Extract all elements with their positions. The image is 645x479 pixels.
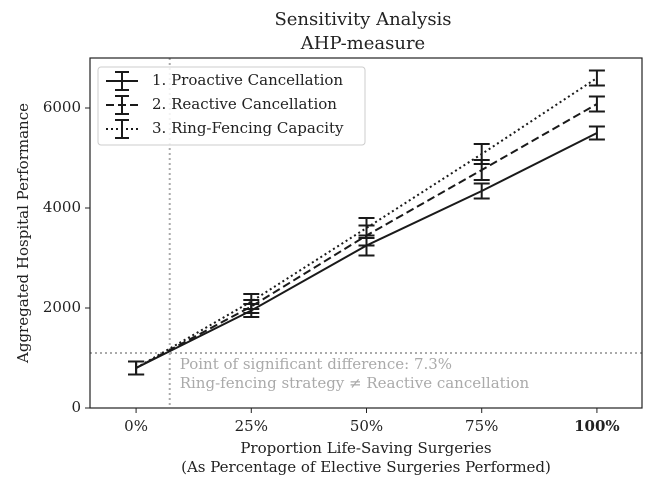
chart-subtitle: AHP-measure <box>300 33 425 54</box>
y-tick-label: 4000 <box>43 198 81 216</box>
error-bar <box>128 360 145 376</box>
annotation: Point of significant difference: 7.3% <box>180 355 452 373</box>
error-bar <box>243 293 260 310</box>
annotation: Ring-fencing strategy ≠ Reactive cancell… <box>180 374 530 392</box>
legend-label: 3. Ring-Fencing Capacity <box>152 119 344 137</box>
error-bar <box>588 69 605 87</box>
x-tick-label: 50% <box>350 417 383 435</box>
error-bar <box>473 143 490 165</box>
error-bar <box>473 182 490 200</box>
legend-label: 2. Reactive Cancellation <box>152 95 337 113</box>
plot-frame <box>89 57 643 409</box>
y-tick-label: 0 <box>71 398 81 416</box>
y-axis-label: Aggregated Hospital Performance <box>14 103 32 364</box>
y-tick-label: 6000 <box>43 98 81 116</box>
x-tick-label: 25% <box>235 417 268 435</box>
legend-box <box>97 66 366 146</box>
x-tick-label: 100% <box>574 417 620 435</box>
chart-title: Sensitivity Analysis <box>274 9 451 30</box>
error-bar <box>588 125 605 141</box>
y-tick-label: 2000 <box>43 298 81 316</box>
legend-label: 1. Proactive Cancellation <box>152 71 343 89</box>
error-bar <box>588 95 605 113</box>
x-axis-label: Proportion Life-Saving Surgeries <box>240 439 491 457</box>
x-tick-label: 75% <box>465 417 498 435</box>
x-axis-label: (As Percentage of Elective Surgeries Per… <box>181 458 551 476</box>
error-bar <box>358 217 375 239</box>
x-tick-label: 0% <box>124 417 148 435</box>
